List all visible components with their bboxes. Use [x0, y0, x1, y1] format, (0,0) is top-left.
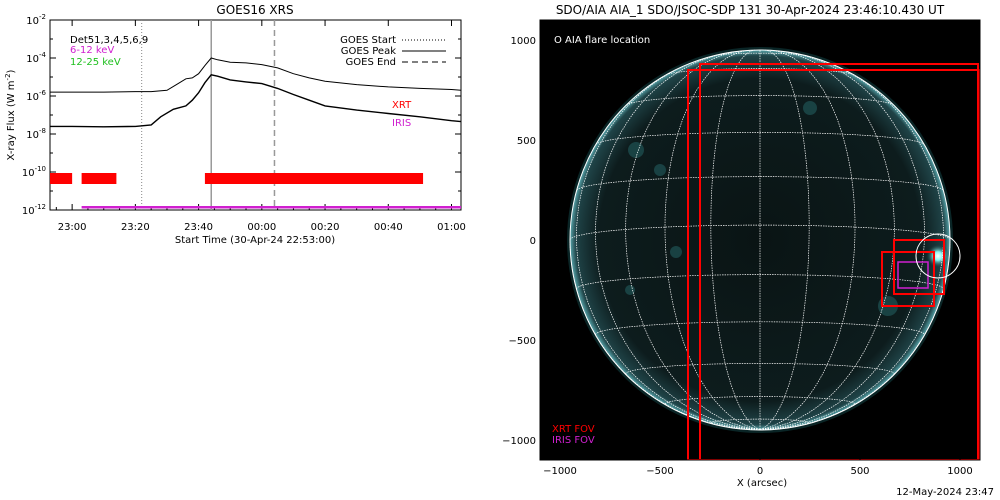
iris-fov-box — [897, 261, 929, 289]
goes-series-line — [50, 57, 462, 93]
y-tick-label: 10-10 — [22, 165, 46, 179]
grid-line — [625, 363, 895, 375]
legend-entry-6-12kev: 6-12 keV — [70, 45, 114, 56]
legend-goes-end: GOES End — [346, 57, 396, 68]
grid-line — [713, 52, 807, 57]
xrt-fov-box — [893, 239, 945, 295]
xrt-coverage-bar — [81, 173, 117, 184]
x-tick-label: 23:40 — [184, 222, 213, 233]
x-tick-label: 01:00 — [437, 222, 466, 233]
grid-line — [595, 132, 925, 145]
active-region-glow — [670, 246, 682, 258]
aia-x-tick-label: 1000 — [947, 466, 972, 477]
xrt-coverage-bar — [50, 173, 73, 184]
x-tick-label: 00:20 — [311, 222, 340, 233]
solar-disk — [570, 50, 950, 430]
grid-line — [759, 49, 856, 430]
xrt-fov-box — [699, 63, 979, 460]
goes-series-line — [50, 74, 462, 128]
flare-location-marker — [915, 233, 961, 279]
xrt-fov-box — [881, 251, 935, 307]
grid-line — [576, 58, 761, 430]
iris-coverage-bar — [81, 206, 461, 209]
legend-entry-detectors: Det51,3,4,5,6,9 — [70, 35, 148, 46]
grid-line — [625, 50, 761, 430]
grid-line — [664, 396, 856, 405]
grid-line — [576, 274, 944, 290]
xrt-coverage-bar — [204, 173, 424, 184]
grid-line — [576, 176, 944, 191]
aia-x-tick-label: 0 — [757, 466, 763, 477]
legend-goes-start: GOES Start — [340, 35, 396, 46]
legend-entry-12-25kev: 12-25 keV — [70, 57, 121, 68]
grid-line — [759, 58, 944, 430]
y-tick-label: 10-2 — [26, 13, 46, 27]
aia-y-tick-label: −500 — [509, 336, 536, 347]
footer-date: 12-May-2024 23:47 — [896, 487, 994, 498]
flare-glow — [926, 244, 950, 268]
grid-line — [759, 51, 925, 430]
y-tick-label: 10-12 — [22, 203, 46, 217]
aia-x-tick-label: 500 — [850, 466, 869, 477]
aia-image-panel: SDO/AIA AIA_1 SDO/JSOC-SDP 131 30-Apr-20… — [502, 3, 981, 489]
active-region-glow — [654, 164, 666, 176]
active-region-glow — [625, 285, 635, 295]
goes-y-axis: 10-2 10-4 10-6 10-8 10-10 10-12 — [22, 13, 461, 217]
solar-limb — [569, 49, 951, 431]
goes-coverage-bars — [50, 173, 461, 209]
x-tick-label: 23:20 — [121, 222, 150, 233]
x-tick-label: 00:40 — [374, 222, 403, 233]
aia-y-tick-label: −1000 — [502, 436, 536, 447]
grid-line — [759, 49, 810, 430]
grid-line — [664, 49, 761, 430]
aia-y-tick-label: 1000 — [511, 36, 536, 47]
iris-label: IRIS — [392, 118, 411, 129]
aia-legend-iris: IRIS FOV — [552, 435, 595, 446]
y-tick-label: 10-6 — [26, 89, 46, 103]
goes-legend-left: Det51,3,4,5,6,9 6-12 keV 12-25 keV — [70, 35, 148, 68]
grid-line — [710, 49, 761, 430]
active-region-glow — [628, 142, 644, 158]
grid-line — [595, 321, 925, 335]
y-tick-label: 10-4 — [26, 51, 46, 65]
y-tick-label: 10-8 — [26, 127, 46, 141]
grid-line — [595, 51, 761, 430]
goes-legend-right: GOES Start GOES Peak GOES End — [340, 35, 446, 68]
active-region-glow — [803, 101, 817, 115]
aia-x-tick-label: −500 — [646, 466, 673, 477]
aia-legend-xrt: XRT FOV — [552, 424, 595, 435]
xrt-fov-box — [687, 69, 980, 460]
aia-flare-marker-label: O AIA flare location — [554, 35, 650, 46]
x-tick-label: 00:00 — [247, 222, 276, 233]
goes-xrs-panel: GOES16 XRS 10-2 10-4 10-6 10-8 10-10 10-12 23… — [4, 3, 466, 246]
aia-x-tick-label: −1000 — [543, 466, 577, 477]
goes-title: GOES16 XRS — [216, 3, 293, 17]
aia-axes: −1000 −500 0 500 1000 1000 500 0 −500 −1000 — [502, 36, 973, 477]
fov-boxes — [687, 63, 980, 460]
grid-line — [666, 68, 854, 76]
goes-y-axis-label: X-ray Flux (W m-2) — [4, 69, 17, 160]
aia-y-tick-label: 500 — [517, 136, 536, 147]
aia-title: SDO/AIA AIA_1 SDO/JSOC-SDP 131 30-Apr-20… — [556, 3, 945, 17]
solar-disk-group — [567, 47, 953, 433]
aia-y-tick-label: 0 — [530, 236, 536, 247]
x-tick-label: 23:00 — [58, 222, 87, 233]
goes-series-group — [50, 57, 462, 128]
xrt-label: XRT — [392, 100, 412, 111]
goes-x-axis-label: Start Time (30-Apr-24 22:53:00) — [175, 235, 335, 246]
aia-x-axis-label: X (arcsec) — [737, 478, 787, 489]
grid-line — [626, 95, 894, 106]
legend-goes-peak: GOES Peak — [341, 46, 396, 57]
